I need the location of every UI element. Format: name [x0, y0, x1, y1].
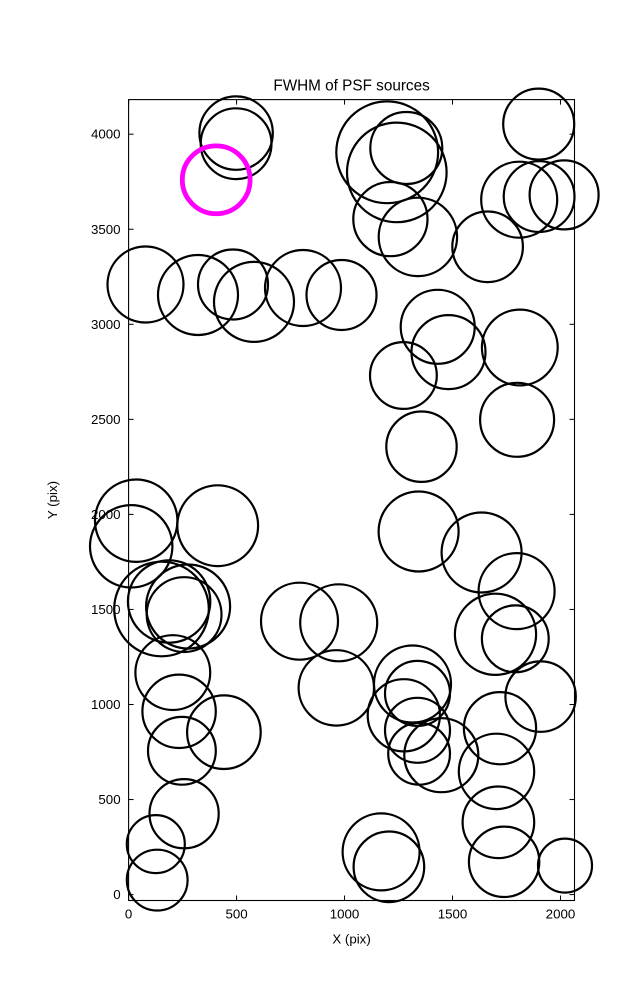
svg-text:1000: 1000	[330, 907, 360, 922]
svg-text:Y (pix): Y (pix)	[45, 481, 60, 519]
svg-text:1000: 1000	[91, 697, 121, 712]
svg-text:3500: 3500	[91, 222, 121, 237]
svg-text:2000: 2000	[91, 507, 121, 522]
svg-text:1500: 1500	[438, 907, 468, 922]
svg-text:3000: 3000	[91, 317, 121, 332]
svg-text:1500: 1500	[91, 602, 121, 617]
svg-text:2000: 2000	[546, 907, 576, 922]
svg-text:500: 500	[225, 907, 247, 922]
svg-text:0: 0	[125, 907, 132, 922]
svg-text:FWHM of PSF sources: FWHM of PSF sources	[273, 78, 430, 95]
svg-text:2500: 2500	[91, 412, 121, 427]
svg-text:500: 500	[98, 792, 120, 807]
svg-text:4000: 4000	[91, 127, 121, 142]
svg-text:X (pix): X (pix)	[332, 932, 370, 947]
svg-text:0: 0	[113, 887, 120, 902]
